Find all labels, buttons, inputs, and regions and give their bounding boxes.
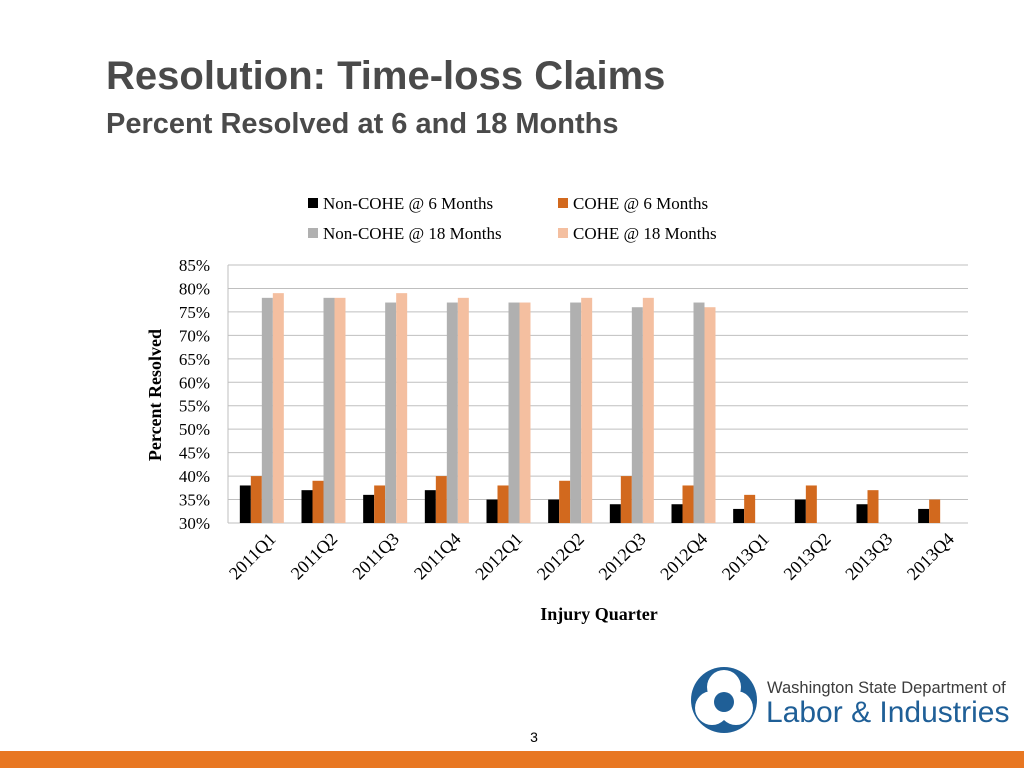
x-tick-label: 2012Q2 [533,529,588,584]
bar [704,307,716,523]
bar [671,504,683,523]
y-tick-label: 40% [179,467,210,486]
slide-title: Resolution: Time-loss Claims [106,54,666,98]
legend-label: Non-COHE @ 6 Months [323,194,493,213]
x-tick-label: 2013Q4 [903,529,958,584]
y-tick-label: 60% [179,373,210,392]
bar [334,297,346,523]
lni-logo: Washington State Department of Labor & I… [690,666,1010,738]
bar [446,302,458,523]
bar [620,476,632,523]
x-tick-label: 2012Q1 [471,529,526,584]
legend-label: COHE @ 6 Months [573,194,708,213]
bar [435,476,447,523]
x-tick-label: 2011Q2 [287,529,342,584]
bar [250,476,262,523]
y-tick-label: 65% [179,350,210,369]
footer-bar [0,751,1024,768]
bar [396,293,408,523]
bar [693,302,705,523]
bar [486,499,498,523]
bar [272,293,284,523]
bar [424,490,436,523]
x-tick-label: 2013Q2 [780,529,835,584]
y-tick-label: 55% [179,397,210,416]
bar [581,297,593,523]
bar [301,490,313,523]
x-tick-label: 2011Q3 [348,529,403,584]
x-tick-label: 2012Q4 [656,529,711,584]
bar [733,508,745,523]
legend-swatch [308,198,318,208]
x-tick-label: 2011Q1 [225,529,280,584]
bar [385,302,397,523]
bar [312,480,324,523]
y-tick-label: 75% [179,303,210,322]
bar [682,485,694,523]
y-tick-label: 85% [179,256,210,275]
y-tick-label: 45% [179,444,210,463]
bar [631,307,643,523]
legend-swatch [308,228,318,238]
y-tick-label: 30% [179,514,210,533]
bar [548,499,560,523]
x-tick-label: 2011Q4 [410,529,465,584]
y-axis-title: Percent Resolved [145,329,165,461]
bar [929,499,941,523]
bar [642,297,654,523]
bar [239,485,251,523]
x-tick-label: 2013Q3 [841,529,896,584]
bar [794,499,806,523]
bar [805,485,817,523]
bar [508,302,520,523]
y-tick-label: 70% [179,326,210,345]
bar [867,490,879,523]
logo-line1: Washington State Department of [767,679,1006,697]
logo-line2: Labor & Industries [766,696,1010,729]
x-tick-label: 2013Q1 [718,529,773,584]
y-tick-label: 50% [179,420,210,439]
y-tick-label: 35% [179,491,210,510]
bar [374,485,386,523]
bar [261,297,273,523]
bar [323,297,335,523]
bar [856,504,868,523]
bar [570,302,582,523]
y-tick-label: 80% [179,279,210,298]
legend-label: COHE @ 18 Months [573,224,717,243]
page-number: 3 [530,729,538,745]
bar [744,494,756,523]
x-tick-label: 2012Q3 [595,529,650,584]
bar [497,485,509,523]
bar-chart: 30% 35% 40% 45% 50% 55% 60% 65% 70% 75% 80% 85% 2011… [145,194,968,624]
bar [457,297,469,523]
legend-swatch [558,198,568,208]
bar [559,480,571,523]
legend-swatch [558,228,568,238]
legend-label: Non-COHE @ 18 Months [323,224,502,243]
bar [918,508,930,523]
x-axis-title: Injury Quarter [540,604,657,624]
bar [609,504,621,523]
bar [363,494,375,523]
slide-subtitle: Percent Resolved at 6 and 18 Months [106,108,619,140]
lni-logo-mark-icon [691,667,757,733]
bar [519,302,531,523]
